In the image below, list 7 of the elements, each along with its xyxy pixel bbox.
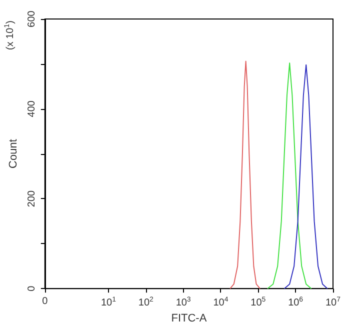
y-tick-label: 200 (26, 190, 38, 208)
y-tick-label: 400 (26, 100, 38, 118)
y-axis-title: Count (8, 139, 20, 168)
y-tick-label: 600 (26, 10, 38, 28)
x-tick-label: 0 (42, 296, 48, 308)
x-axis-title: FITC-A (171, 312, 208, 324)
y-tick-label: 0 (26, 285, 38, 292)
